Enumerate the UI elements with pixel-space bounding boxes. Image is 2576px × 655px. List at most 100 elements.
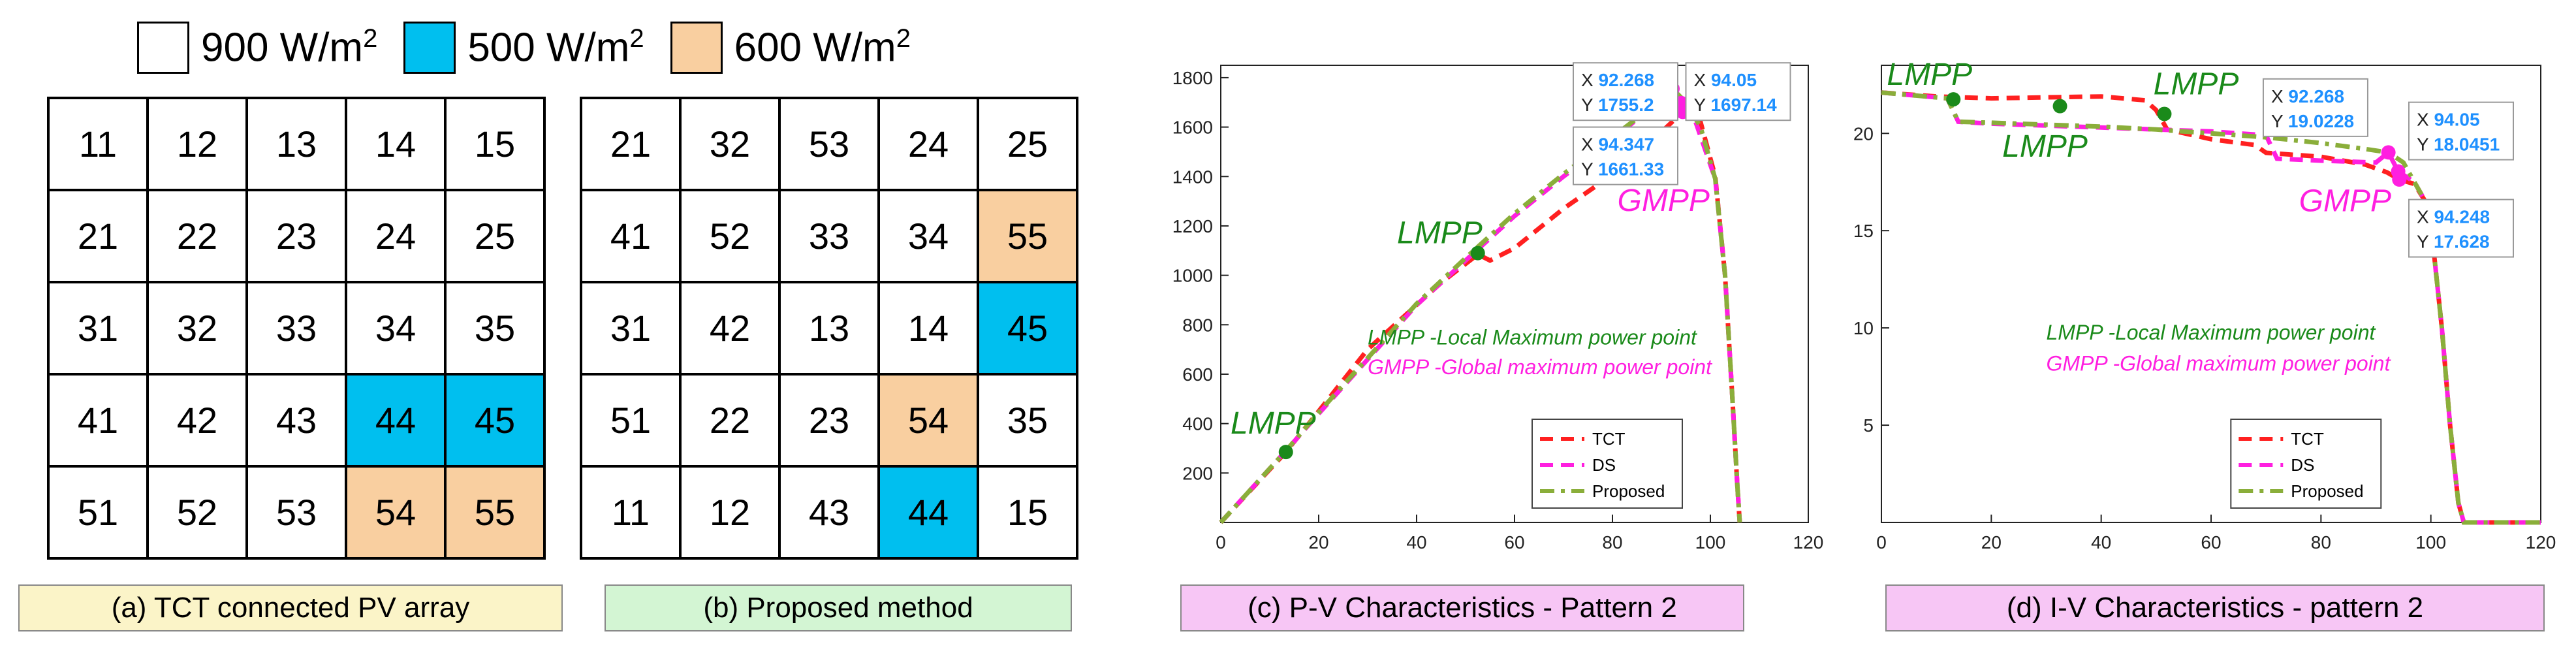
x-tick-label: 120 <box>1793 532 1824 552</box>
pv-module-cell: 12 <box>679 465 781 560</box>
pv-module-cell: 53 <box>778 97 880 191</box>
y-tick-label: 1600 <box>1172 118 1213 138</box>
pv-module-cell: 54 <box>345 465 447 560</box>
y-tick-label: 800 <box>1182 315 1213 335</box>
grid-row: 11 12 43 44 15 <box>580 465 1078 560</box>
pv-module-cell: 21 <box>47 189 149 283</box>
x-tick-label: 20 <box>1308 532 1328 552</box>
datatip-x-value: 94.248 <box>2434 207 2490 227</box>
y-tick-label: 15 <box>1853 221 1874 241</box>
pv-module-cell: 44 <box>877 465 979 560</box>
pv-module-cell: 24 <box>877 97 979 191</box>
datatip-y-value: 18.0451 <box>2434 135 2500 155</box>
pv-module-cell: 35 <box>977 373 1078 468</box>
pv-module-cell: 23 <box>778 373 880 468</box>
pv-module-cell: 51 <box>47 465 149 560</box>
datatip-y-value: 1697.14 <box>1710 95 1777 115</box>
pv-module-cell: 52 <box>679 189 781 283</box>
y-tick-label: 200 <box>1182 463 1213 483</box>
pv-module-cell: 42 <box>679 281 781 375</box>
pv-module-cell: 45 <box>444 373 546 468</box>
datatip-x-value: 94.05 <box>2434 110 2479 130</box>
caption-b: (b) Proposed method <box>605 584 1072 631</box>
grid-row: 41 42 43 44 45 <box>47 373 546 468</box>
y-tick-label: 20 <box>1853 123 1874 144</box>
x-tick-label: 60 <box>2201 532 2221 552</box>
x-tick-label: 80 <box>2311 532 2331 552</box>
datatip-box <box>1685 62 1791 121</box>
series-line-proposed <box>1219 86 1742 524</box>
datatip-y-value: 17.628 <box>2434 232 2490 252</box>
pv-module-cell: 54 <box>877 373 979 468</box>
pv-module-cell: 23 <box>245 189 347 283</box>
datatip-x-value: 92.268 <box>1598 70 1654 90</box>
mpp-marker <box>2381 145 2396 160</box>
chart-annotation: GMPP -Global maximum power point <box>1368 355 1712 379</box>
pv-module-cell: 11 <box>580 465 682 560</box>
caption-a: (a) TCT connected PV array <box>18 584 563 631</box>
y-tick-label: 400 <box>1182 414 1213 434</box>
pv-module-cell: 45 <box>977 281 1078 375</box>
iv-chart: 0 20 40 60 80 100 120 5 10 15 20 LMPP LMPP LMPP GMPP LM… <box>1853 57 2556 552</box>
series-legend: TCT DS Proposed <box>2230 419 2382 509</box>
pv-module-cell: 43 <box>778 465 880 560</box>
grid-row: 51 52 53 54 55 <box>47 465 546 560</box>
pv-module-cell: 34 <box>877 189 979 283</box>
pv-module-cell: 55 <box>444 465 546 560</box>
pv-module-cell: 53 <box>245 465 347 560</box>
pv-module-cell: 25 <box>444 189 546 283</box>
datatip-x: X 94.05 <box>1694 70 1757 90</box>
legend-entry: DS <box>1592 455 1616 475</box>
pv-module-cell: 22 <box>679 373 781 468</box>
datatip-y: Y 1755.2 <box>1581 95 1654 115</box>
chart-annotation: GMPP <box>1618 184 1710 218</box>
pv-module-cell: 42 <box>146 373 248 468</box>
caption-c: (c) P-V Characteristics - Pattern 2 <box>1180 584 1744 631</box>
tct-array-grid: 11 12 13 14 15 21 22 23 24 25 31 32 33 34 35 41 42 43 44 45… <box>47 97 546 560</box>
legend-entry: TCT <box>2291 429 2324 449</box>
pv-module-cell: 24 <box>345 189 447 283</box>
datatip-box <box>2408 101 2514 161</box>
pv-module-cell: 33 <box>778 189 880 283</box>
datatip-x-value: 94.347 <box>1598 135 1654 155</box>
legend-500: 500 W/m2 <box>403 22 644 74</box>
datatip-x-value: 94.05 <box>1711 70 1757 90</box>
mpp-marker <box>2392 172 2407 187</box>
pv-module-cell: 52 <box>146 465 248 560</box>
grid-row: 11 12 13 14 15 <box>47 97 546 191</box>
legend-entry: TCT <box>1592 429 1626 449</box>
pv-module-cell: 14 <box>345 97 447 191</box>
datatip-y-value: 19.0228 <box>2288 111 2354 131</box>
plot-area <box>1220 65 1809 523</box>
pv-module-cell: 21 <box>580 97 682 191</box>
series-legend: TCT DS Proposed <box>1531 419 1683 509</box>
x-tick-label: 100 <box>2415 532 2446 552</box>
x-tick-label: 80 <box>1602 532 1622 552</box>
legend-500-label: 500 W/m <box>467 25 630 71</box>
chart-annotation: LMPP <box>1887 57 1972 92</box>
pv-module-cell: 13 <box>245 97 347 191</box>
y-tick-label: 10 <box>1853 318 1874 338</box>
datatip-y: Y 18.0451 <box>2417 135 2500 155</box>
datatip-x: X 92.268 <box>2271 86 2344 106</box>
chart-annotation: LMPP -Local Maximum power point <box>2047 321 2376 344</box>
pv-module-cell: 32 <box>146 281 248 375</box>
datatip-x-value: 92.268 <box>2288 86 2344 106</box>
pv-module-cell: 44 <box>345 373 447 468</box>
y-tick-label: 1400 <box>1172 167 1213 187</box>
swatch-900 <box>137 22 189 74</box>
chart-annotation: GMPP <box>2299 184 2391 218</box>
x-tick-label: 40 <box>2091 532 2111 552</box>
mpp-marker <box>2157 106 2172 121</box>
legend-900-label: 900 W/m <box>201 25 364 71</box>
grid-row: 31 42 13 14 45 <box>580 281 1078 375</box>
datatip-box <box>2408 199 2514 258</box>
legend-entry: DS <box>2291 455 2314 475</box>
y-tick-label: 5 <box>1863 415 1874 436</box>
mpp-marker <box>1470 246 1485 261</box>
y-tick-label: 600 <box>1182 364 1213 385</box>
legend-box <box>2230 419 2382 509</box>
x-tick-label: 100 <box>1695 532 1726 552</box>
grid-row: 41 52 33 34 55 <box>580 189 1078 283</box>
datatip-x: X 92.268 <box>1581 70 1654 90</box>
